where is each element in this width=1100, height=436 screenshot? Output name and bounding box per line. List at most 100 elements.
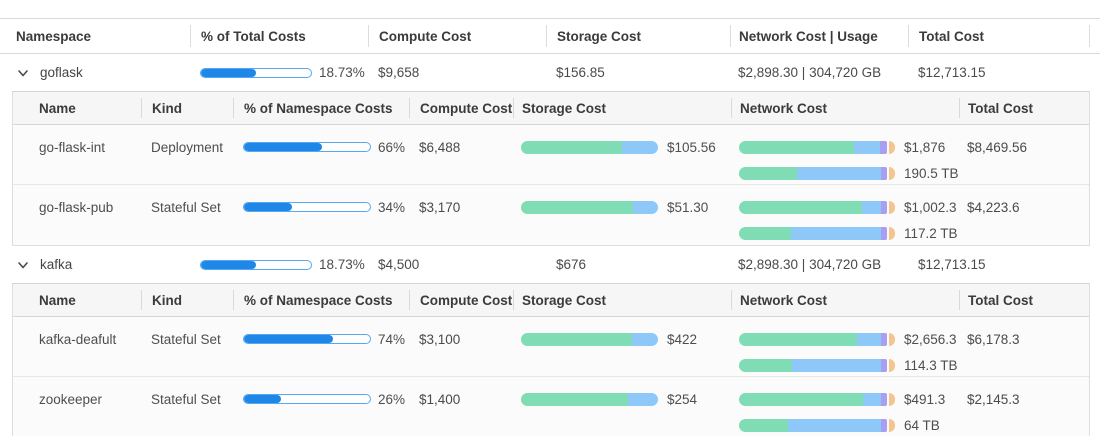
workload-table-header: Name Kind % of Namespace Costs Compute C… bbox=[13, 284, 1089, 317]
namespace-cost-table: Namespace % of Total Costs Compute Cost … bbox=[0, 18, 1100, 436]
compute-cost-value: $3,170 bbox=[419, 199, 461, 215]
col-compute-cost: Compute Cost bbox=[368, 25, 546, 47]
pct-namespace-costs-value: 26% bbox=[378, 391, 406, 407]
storage-cost-bar bbox=[521, 200, 658, 214]
storage-cost-bar bbox=[521, 140, 658, 154]
workload-name: kafka-deafult bbox=[39, 331, 117, 347]
workload-row-go-flask-pub[interactable]: go-flask-pub Stateful Set 34% $3,170 $51… bbox=[13, 185, 1089, 245]
workload-kind: Stateful Set bbox=[151, 199, 221, 215]
storage-cost-value: $254 bbox=[667, 391, 698, 407]
col-pct-namespace-costs: % of Namespace Costs bbox=[233, 290, 409, 310]
col-total-cost: Total Cost bbox=[908, 25, 1090, 47]
workload-kind: Stateful Set bbox=[151, 391, 221, 407]
col-compute-cost: Compute Cost bbox=[409, 290, 513, 310]
storage-cost-bar bbox=[521, 392, 658, 406]
network-cost-bar bbox=[739, 140, 887, 154]
col-kind: Kind bbox=[141, 290, 233, 310]
col-storage-cost: Storage Cost bbox=[513, 290, 731, 310]
col-pct-total-costs: % of Total Costs bbox=[190, 25, 368, 47]
pct-namespace-costs-bar bbox=[243, 142, 371, 152]
workload-kind: Stateful Set bbox=[151, 331, 221, 347]
network-usage-value: 117.2 TB bbox=[904, 225, 958, 241]
network-cost-value: $1,876 bbox=[904, 139, 946, 155]
col-compute-cost: Compute Cost bbox=[409, 98, 513, 118]
workload-row-zookeeper[interactable]: zookeeper Stateful Set 26% $1,400 $254 $… bbox=[13, 377, 1089, 436]
network-usage-bar bbox=[739, 166, 887, 180]
compute-cost-value: $6,488 bbox=[419, 139, 461, 155]
col-network-cost-usage: Network Cost | Usage bbox=[730, 25, 908, 47]
network-cost-bar bbox=[739, 332, 887, 346]
workload-row-go-flask-int[interactable]: go-flask-int Deployment 66% $6,488 $105.… bbox=[13, 125, 1089, 185]
workload-table-goflask: Name Kind % of Namespace Costs Compute C… bbox=[12, 91, 1090, 246]
network-bar-tip bbox=[889, 332, 895, 346]
namespace-name: goflask bbox=[40, 65, 83, 80]
storage-cost-value: $676 bbox=[556, 257, 587, 272]
storage-cost-value: $156.85 bbox=[556, 65, 605, 80]
namespace-row-kafka[interactable]: kafka 18.73% $4,500 $676 $2,898.30 | 304… bbox=[0, 246, 1100, 283]
total-cost-value: $2,145.3 bbox=[967, 391, 1020, 407]
workload-kind: Deployment bbox=[151, 139, 224, 155]
workload-name: zookeeper bbox=[39, 391, 103, 407]
col-storage-cost: Storage Cost bbox=[546, 25, 730, 47]
col-network-cost: Network Cost bbox=[731, 290, 959, 310]
compute-cost-value: $3,100 bbox=[419, 331, 461, 347]
network-usage-value: 64 TB bbox=[904, 417, 940, 433]
pct-namespace-costs-value: 34% bbox=[378, 199, 406, 215]
pct-total-costs-bar bbox=[200, 259, 312, 270]
compute-cost-value: $9,658 bbox=[378, 65, 420, 80]
network-bar-tip bbox=[889, 392, 895, 406]
network-bar-tip bbox=[889, 166, 895, 180]
pct-total-costs-value: 18.73% bbox=[319, 257, 365, 272]
pct-namespace-costs-value: 74% bbox=[378, 331, 406, 347]
network-cost-value: $1,002.3 bbox=[904, 199, 957, 215]
network-cost-value: $2,656.3 bbox=[904, 331, 957, 347]
network-bar-tip bbox=[889, 140, 895, 154]
network-usage-value: 114.3 TB bbox=[904, 357, 958, 373]
workload-table-kafka: Name Kind % of Namespace Costs Compute C… bbox=[12, 283, 1090, 436]
chevron-down-icon[interactable] bbox=[16, 258, 30, 272]
col-network-cost: Network Cost bbox=[731, 98, 959, 118]
col-name: Name bbox=[39, 292, 76, 308]
col-total-cost: Total Cost bbox=[959, 290, 1079, 310]
col-name: Name bbox=[39, 100, 76, 116]
col-total-cost: Total Cost bbox=[959, 98, 1079, 118]
workload-table-header: Name Kind % of Namespace Costs Compute C… bbox=[13, 92, 1089, 125]
network-bar-tip bbox=[889, 358, 895, 372]
storage-cost-value: $422 bbox=[667, 331, 698, 347]
network-cost-value: $491.3 bbox=[904, 391, 946, 407]
namespace-name: kafka bbox=[40, 257, 73, 272]
total-cost-value: $4,223.6 bbox=[967, 199, 1020, 215]
workload-name: go-flask-int bbox=[39, 139, 106, 155]
network-usage-bar bbox=[739, 418, 887, 432]
total-cost-value: $8,469.56 bbox=[967, 139, 1028, 155]
total-cost-value: $6,178.3 bbox=[967, 331, 1020, 347]
col-storage-cost: Storage Cost bbox=[513, 98, 731, 118]
network-cost-usage-value: $2,898.30 | 304,720 GB bbox=[738, 65, 882, 80]
workload-name: go-flask-pub bbox=[39, 199, 114, 215]
network-usage-bar bbox=[739, 226, 887, 240]
chevron-down-icon[interactable] bbox=[16, 66, 30, 80]
compute-cost-value: $4,500 bbox=[378, 257, 420, 272]
pct-total-costs-bar bbox=[200, 67, 312, 78]
col-kind: Kind bbox=[141, 98, 233, 118]
pct-namespace-costs-bar bbox=[243, 394, 371, 404]
col-namespace: Namespace bbox=[16, 28, 92, 44]
network-usage-bar bbox=[739, 358, 887, 372]
main-table-header: Namespace % of Total Costs Compute Cost … bbox=[0, 19, 1100, 54]
pct-namespace-costs-bar bbox=[243, 334, 371, 344]
network-bar-tip bbox=[889, 418, 895, 432]
namespace-row-goflask[interactable]: goflask 18.73% $9,658 $156.85 $2,898.30 … bbox=[0, 54, 1100, 91]
network-bar-tip bbox=[889, 200, 895, 214]
pct-namespace-costs-bar bbox=[243, 202, 371, 212]
storage-cost-bar bbox=[521, 332, 658, 346]
total-cost-value: $12,713.15 bbox=[918, 65, 986, 80]
workload-row-kafka-deafult[interactable]: kafka-deafult Stateful Set 74% $3,100 $4… bbox=[13, 317, 1089, 377]
pct-total-costs-value: 18.73% bbox=[319, 65, 365, 80]
total-cost-value: $12,713.15 bbox=[918, 257, 986, 272]
pct-namespace-costs-value: 66% bbox=[378, 139, 406, 155]
compute-cost-value: $1,400 bbox=[419, 391, 461, 407]
network-cost-bar bbox=[739, 392, 887, 406]
storage-cost-value: $51.30 bbox=[667, 199, 709, 215]
network-cost-usage-value: $2,898.30 | 304,720 GB bbox=[738, 257, 882, 272]
